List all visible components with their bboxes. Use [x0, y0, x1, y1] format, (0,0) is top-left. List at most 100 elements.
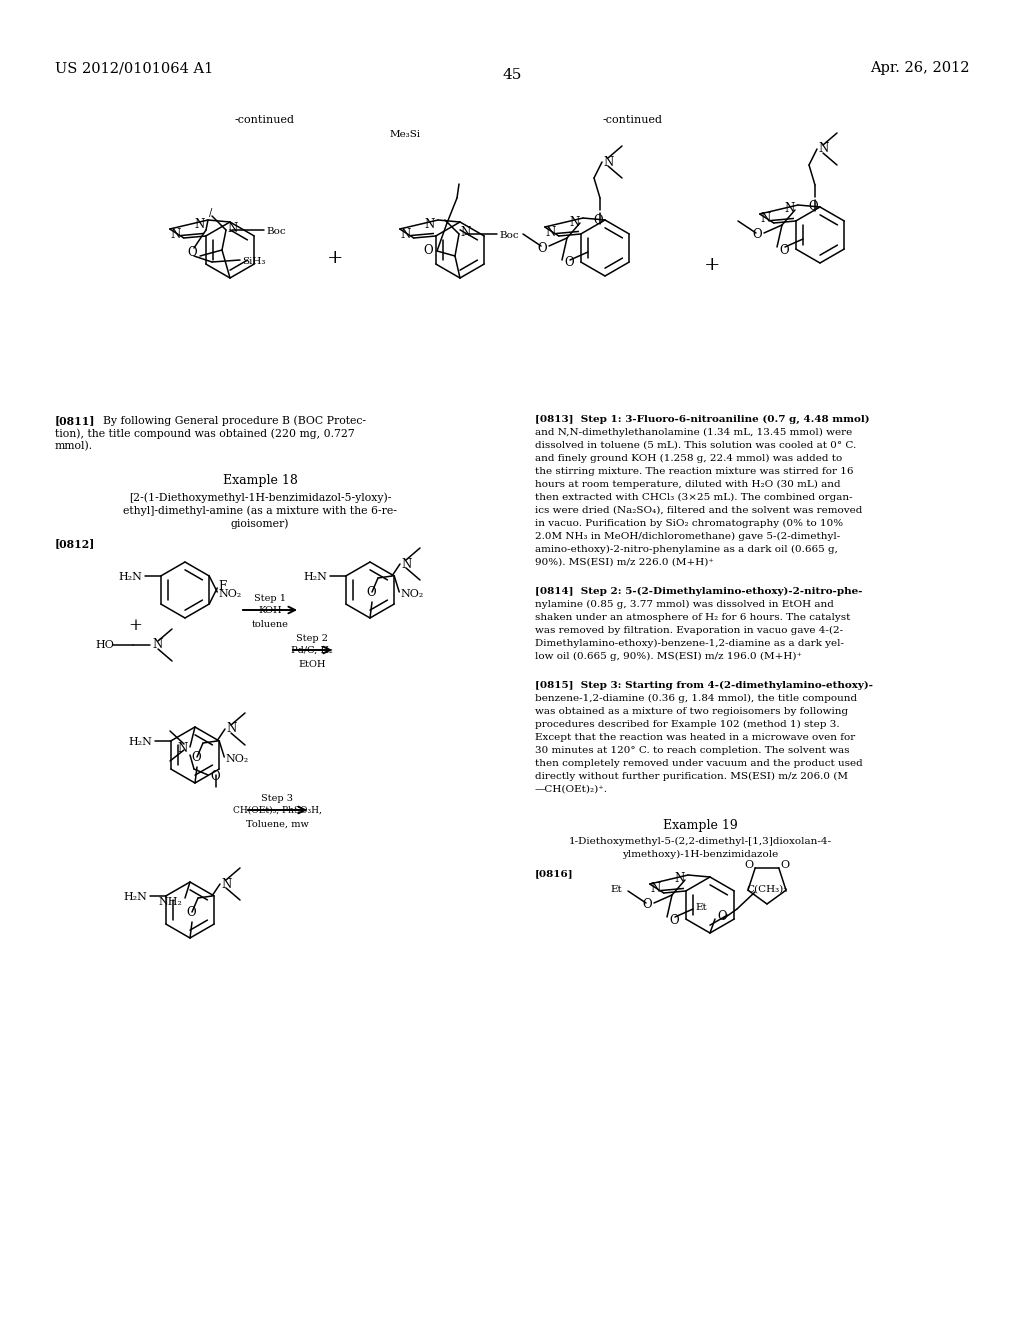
- Text: and N,N-dimethylethanolamine (1.34 mL, 13.45 mmol) were: and N,N-dimethylethanolamine (1.34 mL, 1…: [535, 428, 852, 437]
- Text: mmol).: mmol).: [55, 441, 93, 451]
- Text: O: O: [538, 242, 547, 255]
- Text: then extracted with CHCl₃ (3×25 mL). The combined organ-: then extracted with CHCl₃ (3×25 mL). The…: [535, 492, 853, 502]
- Text: SiH₃: SiH₃: [242, 256, 265, 265]
- Text: 90%). MS(ESI) m/z 226.0 (M+H)⁺: 90%). MS(ESI) m/z 226.0 (M+H)⁺: [535, 558, 714, 568]
- Text: +: +: [128, 616, 142, 634]
- Text: N: N: [400, 227, 411, 240]
- Text: N: N: [675, 873, 685, 886]
- Text: benzene-1,2-diamine (0.36 g, 1.84 mmol), the title compound: benzene-1,2-diamine (0.36 g, 1.84 mmol),…: [535, 694, 857, 704]
- Text: Step 2: Step 2: [296, 634, 328, 643]
- Text: O: O: [187, 246, 197, 259]
- Text: N: N: [569, 215, 580, 228]
- Text: +: +: [327, 249, 343, 267]
- Text: Et: Et: [610, 884, 622, 894]
- Text: Boc: Boc: [499, 231, 518, 239]
- Text: gioisomer): gioisomer): [230, 519, 289, 529]
- Text: N: N: [784, 202, 795, 215]
- Text: —CH(OEt)₂)⁺.: —CH(OEt)₂)⁺.: [535, 785, 608, 795]
- Text: dissolved in toluene (5 mL). This solution was cooled at 0° C.: dissolved in toluene (5 mL). This soluti…: [535, 441, 856, 450]
- Text: +: +: [703, 256, 720, 275]
- Text: US 2012/0101064 A1: US 2012/0101064 A1: [55, 61, 213, 75]
- Text: NO₂: NO₂: [218, 589, 242, 599]
- Text: [0812]: [0812]: [55, 539, 95, 549]
- Text: N: N: [650, 883, 660, 895]
- Text: was removed by filtration. Evaporation in vacuo gave 4-(2-: was removed by filtration. Evaporation i…: [535, 626, 843, 635]
- Text: [0811]: [0811]: [55, 414, 95, 426]
- Text: Me₃Si: Me₃Si: [390, 129, 421, 139]
- Text: procedures described for Example 102 (method 1) step 3.: procedures described for Example 102 (me…: [535, 719, 840, 729]
- Text: N: N: [221, 878, 231, 891]
- Text: O: O: [210, 771, 219, 784]
- Text: low oil (0.665 g, 90%). MS(ESI) m/z 196.0 (M+H)⁺: low oil (0.665 g, 90%). MS(ESI) m/z 196.…: [535, 652, 802, 661]
- Text: O: O: [717, 911, 727, 924]
- Text: Apr. 26, 2012: Apr. 26, 2012: [870, 61, 970, 75]
- Text: H₂N: H₂N: [119, 572, 142, 582]
- Text: Et: Et: [695, 903, 707, 912]
- Text: N: N: [178, 742, 188, 755]
- Text: CH(OEt)₃, PhSO₃H,: CH(OEt)₃, PhSO₃H,: [232, 807, 322, 814]
- Text: Example 18: Example 18: [222, 474, 297, 487]
- Text: [0815]  Step 3: Starting from 4-(2-dimethylamino-ethoxy)-: [0815] Step 3: Starting from 4-(2-dimeth…: [535, 681, 873, 690]
- Text: N: N: [425, 218, 435, 231]
- Text: 2.0M NH₃ in MeOH/dichloromethane) gave 5-(2-dimethyl-: 2.0M NH₃ in MeOH/dichloromethane) gave 5…: [535, 532, 841, 541]
- Text: N: N: [761, 213, 771, 226]
- Text: F: F: [218, 579, 226, 593]
- Text: Step 3: Step 3: [261, 795, 293, 803]
- Text: -continued: -continued: [603, 115, 663, 125]
- Text: N: N: [152, 639, 162, 652]
- Text: ylmethoxy)-1H-benzimidazole: ylmethoxy)-1H-benzimidazole: [622, 850, 778, 859]
- Text: NH₂: NH₂: [158, 898, 182, 907]
- Text: H₂N: H₂N: [304, 572, 328, 582]
- Text: By following General procedure B (BOC Protec-: By following General procedure B (BOC Pr…: [103, 414, 366, 425]
- Text: amino-ethoxy)-2-nitro-phenylamine as a dark oil (0.665 g,: amino-ethoxy)-2-nitro-phenylamine as a d…: [535, 545, 838, 554]
- Text: ics were dried (Na₂SO₄), filtered and the solvent was removed: ics were dried (Na₂SO₄), filtered and th…: [535, 506, 862, 515]
- Text: N: N: [546, 226, 556, 239]
- Text: /: /: [209, 209, 213, 218]
- Text: O: O: [593, 214, 603, 227]
- Text: O: O: [367, 586, 376, 599]
- Text: in vacuo. Purification by SiO₂ chromatography (0% to 10%: in vacuo. Purification by SiO₂ chromatog…: [535, 519, 843, 528]
- Text: Example 19: Example 19: [663, 818, 737, 832]
- Text: O: O: [186, 906, 196, 919]
- Text: N: N: [818, 143, 828, 156]
- Text: [0813]  Step 1: 3-Fluoro-6-nitroaniline (0.7 g, 4.48 mmol): [0813] Step 1: 3-Fluoro-6-nitroaniline (…: [535, 414, 869, 424]
- Text: nylamine (0.85 g, 3.77 mmol) was dissolved in EtOH and: nylamine (0.85 g, 3.77 mmol) was dissolv…: [535, 601, 834, 609]
- Text: H₂N: H₂N: [124, 892, 147, 902]
- Text: shaken under an atmosphere of H₂ for 6 hours. The catalyst: shaken under an atmosphere of H₂ for 6 h…: [535, 612, 850, 622]
- Text: NO₂: NO₂: [225, 754, 249, 764]
- Text: O: O: [780, 859, 790, 870]
- Text: O: O: [753, 228, 762, 242]
- Text: Except that the reaction was heated in a microwave oven for: Except that the reaction was heated in a…: [535, 733, 855, 742]
- Text: Pd/C, H₂: Pd/C, H₂: [291, 645, 333, 655]
- Text: O: O: [564, 256, 573, 269]
- Text: directly without further purification. MS(ESI) m/z 206.0 (M: directly without further purification. M…: [535, 772, 848, 781]
- Text: N: N: [460, 227, 470, 239]
- Text: O: O: [744, 859, 754, 870]
- Text: H₂N: H₂N: [129, 737, 153, 747]
- Text: O: O: [642, 899, 652, 912]
- Text: tion), the title compound was obtained (220 mg, 0.727: tion), the title compound was obtained (…: [55, 428, 354, 438]
- Text: N: N: [401, 557, 412, 570]
- Text: O: O: [423, 244, 433, 257]
- Text: [0816]: [0816]: [535, 870, 573, 879]
- Text: Toluene, mw: Toluene, mw: [246, 820, 308, 829]
- Text: [0814]  Step 2: 5-(2-Dimethylamino-ethoxy)-2-nitro-phe-: [0814] Step 2: 5-(2-Dimethylamino-ethoxy…: [535, 587, 862, 597]
- Text: Dimethylamino-ethoxy)-benzene-1,2-diamine as a dark yel-: Dimethylamino-ethoxy)-benzene-1,2-diamin…: [535, 639, 844, 648]
- Text: N: N: [195, 218, 205, 231]
- Text: N: N: [603, 156, 613, 169]
- Text: HO: HO: [95, 640, 114, 649]
- Text: [2-(1-Diethoxymethyl-1H-benzimidazol-5-yloxy)-: [2-(1-Diethoxymethyl-1H-benzimidazol-5-y…: [129, 492, 391, 503]
- Text: Step 1: Step 1: [254, 594, 286, 603]
- Text: O: O: [779, 243, 788, 256]
- Text: N: N: [171, 227, 181, 240]
- Text: O: O: [191, 751, 201, 764]
- Text: N: N: [227, 223, 238, 235]
- Text: EtOH: EtOH: [298, 660, 326, 669]
- Text: ethyl]-dimethyl-amine (as a mixture with the 6-re-: ethyl]-dimethyl-amine (as a mixture with…: [123, 506, 397, 516]
- Text: toluene: toluene: [252, 620, 289, 630]
- Text: Boc: Boc: [266, 227, 286, 235]
- Text: then completely removed under vacuum and the product used: then completely removed under vacuum and…: [535, 759, 863, 768]
- Text: KOH: KOH: [258, 606, 282, 615]
- Text: N: N: [226, 722, 237, 735]
- Text: O: O: [808, 201, 818, 214]
